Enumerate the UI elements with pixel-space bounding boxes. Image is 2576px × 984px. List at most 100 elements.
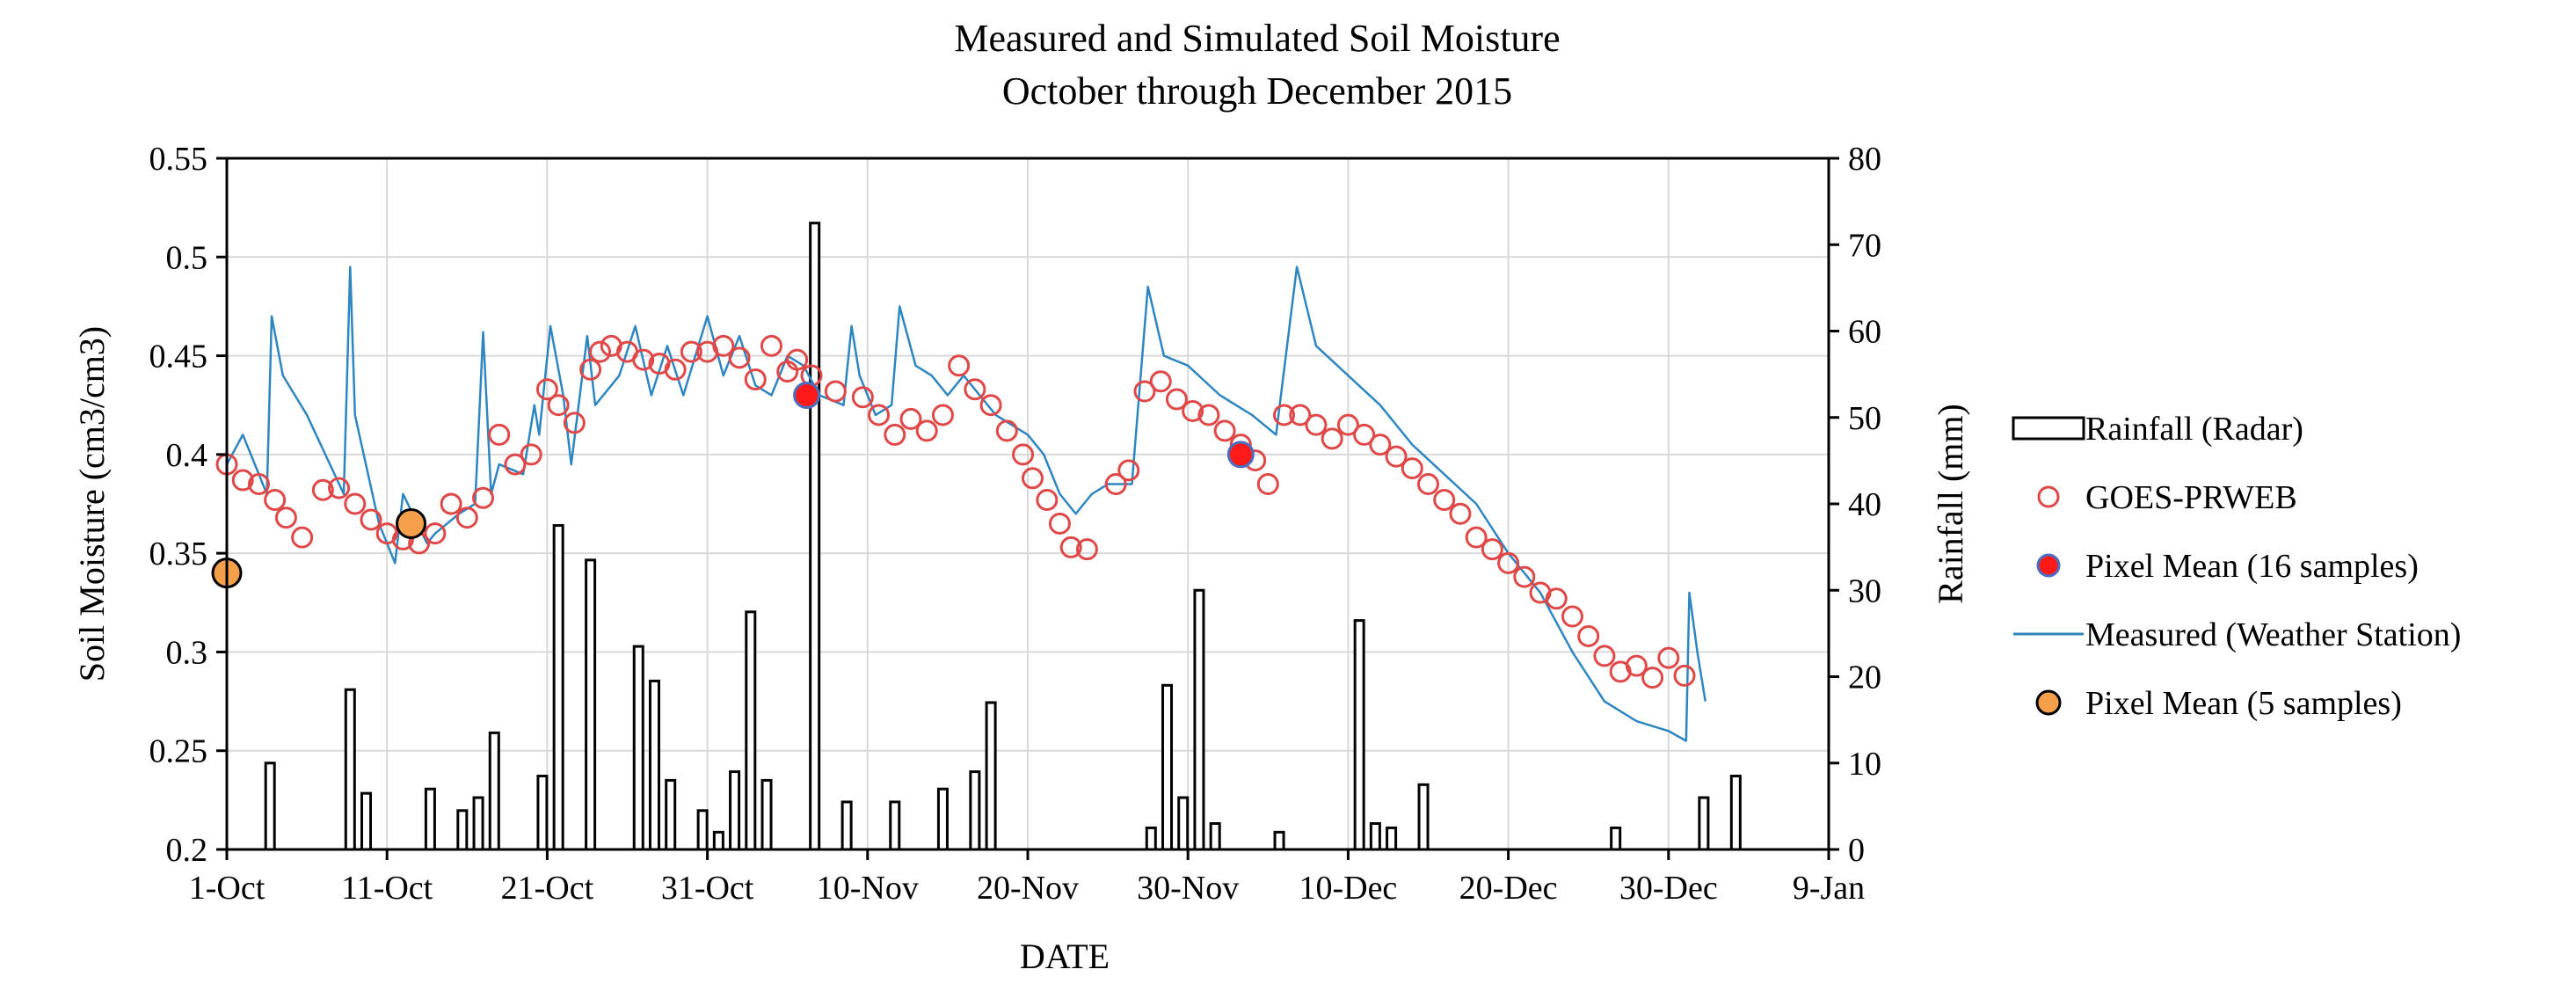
legend-rain-swatch [2012, 416, 2085, 441]
pixel-mean-16-point [1226, 441, 1255, 469]
goes-prweb-point [328, 477, 351, 499]
goes-prweb-point [1021, 467, 1044, 490]
goes-prweb-point [931, 404, 954, 426]
goes-prweb-point [760, 334, 782, 357]
goes-prweb-point [1336, 413, 1359, 436]
x-tick-label: 1-Oct [189, 870, 266, 907]
goes-prweb-point [360, 508, 382, 531]
goes-prweb-point [1321, 427, 1343, 450]
x-tick-label: 20-Nov [977, 870, 1079, 907]
goes-prweb-point [1182, 399, 1204, 422]
x-tick-label: 31-Oct [661, 870, 754, 907]
goes-prweb-point [1465, 526, 1488, 549]
goes-prweb-point [1577, 624, 1600, 647]
measured-line [225, 266, 1706, 742]
goes-prweb-point [979, 394, 1002, 417]
rainfall-bar [1177, 796, 1190, 851]
rainfall-bar [1273, 830, 1285, 851]
y2-tick-label: 10 [1848, 746, 1881, 783]
x-axis-ticks: 1-Oct 11-Oct 21-Oct 31-Oct 10-Nov 20-Nov 30-No… [189, 849, 1865, 907]
rainfall-bar [1369, 822, 1381, 851]
goes-prweb-point [1133, 380, 1156, 403]
goes-prweb-point [1385, 445, 1408, 468]
goes-prweb-point [712, 334, 735, 357]
rainfall-bar [696, 809, 709, 851]
rainfall-bar [1698, 796, 1710, 851]
goes-prweb-point [744, 368, 767, 391]
goes-prweb-point [291, 526, 314, 549]
goes-prweb-point [1561, 605, 1583, 628]
goes-prweb-point [995, 419, 1018, 442]
goes-prweb-point [1036, 489, 1059, 512]
y2-tick-label: 70 [1848, 227, 1881, 264]
goes-prweb-point [1417, 473, 1439, 496]
goes-prweb-point [231, 469, 254, 492]
y-tick-label: 0.4 [166, 437, 208, 474]
rainfall-bar [344, 688, 356, 851]
y2-tick-label: 30 [1848, 572, 1881, 609]
goes-prweb-point [851, 386, 874, 409]
goes-prweb-point [964, 378, 986, 401]
x-tick-label: 9-Jan [1793, 870, 1865, 907]
goes-prweb-point [1048, 512, 1071, 535]
legend-pixel16-swatch [2036, 553, 2061, 578]
y-axis-label: Soil Moisture (cm3/cm3) [72, 326, 112, 682]
goes-prweb-point [1197, 404, 1220, 426]
rainfall-bar [1209, 822, 1221, 851]
goes-prweb-point [948, 354, 971, 377]
rainfall-bar [1353, 619, 1365, 851]
goes-prweb-point [1625, 654, 1648, 677]
rainfall-bar [985, 701, 997, 851]
goes-prweb-point [547, 394, 570, 417]
goes-prweb-point [1059, 536, 1082, 558]
x-tick-label: 21-Oct [501, 870, 594, 907]
legend-label: Pixel Mean (16 samples) [2085, 548, 2419, 585]
rainfall-bar [936, 787, 949, 851]
goes-prweb-point [563, 412, 586, 434]
pixel-mean-5-series [211, 507, 427, 589]
goes-prweb-point [899, 407, 922, 430]
goes-prweb-point [1117, 459, 1140, 482]
goes-prweb-point [664, 358, 687, 381]
rainfall-bar [585, 558, 597, 851]
y-axis-ticks: 0.2 0.25 0.3 0.35 0.4 0.45 0.5 0.55 [149, 141, 227, 869]
goes-prweb-point [1165, 388, 1188, 411]
pixel-mean-16-point [793, 381, 821, 409]
rainfall-bar [552, 524, 564, 851]
rainfall-bar [1145, 826, 1157, 851]
y2-axis-label: Rainfall (mm) [1931, 404, 1970, 604]
goes-prweb-point [520, 443, 542, 466]
y2-tick-label: 0 [1848, 832, 1865, 869]
legend-label: GOES-PRWEB [2085, 479, 2297, 516]
goes-prweb-point [1641, 667, 1664, 689]
goes-prweb-point [440, 492, 462, 515]
rainfall-bar [1729, 774, 1742, 851]
goes-prweb-point [1545, 587, 1568, 610]
y2-tick-label: 60 [1848, 314, 1881, 351]
pixel-mean-16-series [793, 381, 1255, 469]
y-tick-label: 0.3 [166, 634, 208, 671]
goes-prweb-point [1369, 434, 1392, 456]
legend-goes-swatch [2037, 485, 2060, 508]
goes-prweb-point [1289, 404, 1312, 426]
rainfall-bar [360, 791, 373, 851]
y-tick-label: 0.25 [149, 733, 208, 770]
y2-tick-label: 50 [1848, 400, 1881, 437]
y2-tick-label: 40 [1848, 486, 1881, 523]
goes-prweb-point [247, 473, 270, 496]
chart-title: Measured and Simulated Soil Moisture [954, 17, 1560, 60]
goes-prweb-point [786, 348, 809, 371]
x-tick-label: 10-Nov [817, 870, 919, 907]
goes-prweb-point [1353, 423, 1376, 446]
legend-label: Measured (Weather Station) [2085, 616, 2461, 653]
rainfall-bar [456, 809, 469, 851]
goes-prweb-point [1433, 489, 1456, 512]
y-tick-label: 0.55 [149, 141, 208, 178]
goes-prweb-point [884, 423, 906, 446]
goes-prweb-point [1104, 473, 1127, 496]
goes-prweb-point [680, 340, 702, 363]
goes-prweb-point [1449, 502, 1472, 525]
chart-subtitle: October through December 2015 [1002, 69, 1512, 113]
x-axis-label: DATE [1020, 937, 1110, 976]
rainfall-bar [760, 778, 773, 851]
